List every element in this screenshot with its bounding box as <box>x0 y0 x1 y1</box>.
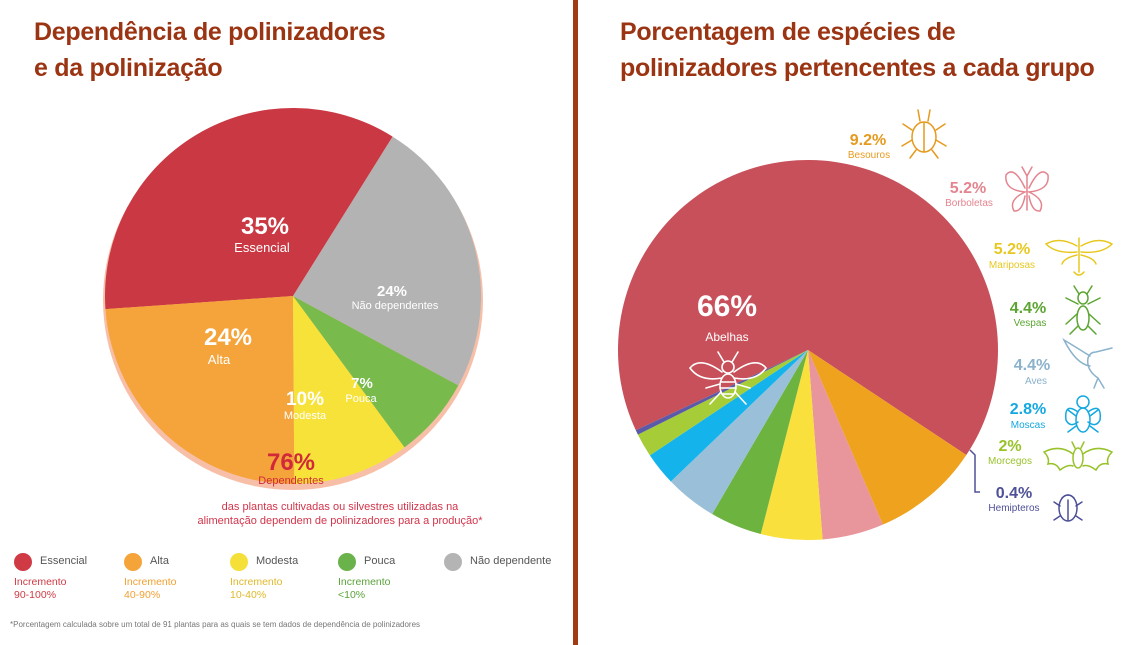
slice-label-nao-dependentes-pct: 24% <box>377 283 407 300</box>
legend-increment-title: Incremento <box>338 576 391 588</box>
legend-increment-title: Incremento <box>14 576 67 588</box>
pie-slice-aves <box>670 350 808 515</box>
right-title-line-2: polinizadores pertencentes a cada grupo <box>620 54 1095 82</box>
label-borboletas-name: Borboletas <box>945 198 993 209</box>
label-moscas-pct: 2.8% <box>1010 401 1046 418</box>
label-hemipteros-name: Hemipteros <box>988 503 1039 514</box>
outer-ring-pct: 76% <box>267 449 315 476</box>
slice-label-modesta-pct: 10% <box>286 389 324 410</box>
slice-label-pouca-pct: 7% <box>351 375 373 392</box>
panel-divider <box>573 0 578 645</box>
legend-label-pouca: Pouca <box>364 555 396 567</box>
legend-increment-range: 10-40% <box>230 589 267 601</box>
legend-increment-pouca: Incremento <10% <box>338 576 391 602</box>
pie-slice-abelhas <box>618 159 999 456</box>
left-chart-title: Dependência de polinizadores e da polini… <box>34 14 534 86</box>
label-besouros-pct: 9.2% <box>850 132 886 149</box>
right-title-line-1: Porcentagem de espécies de <box>620 18 956 46</box>
note-line-1: das plantas cultivadas ou silvestres uti… <box>221 501 459 513</box>
legend-increment-alta: Incremento 40-90% <box>124 576 177 602</box>
wasp-icon <box>1065 285 1101 335</box>
legend-label-essencial: Essencial <box>40 555 88 567</box>
legend-increment-range: 90-100% <box>14 589 57 601</box>
slice-label-alta-name: Alta <box>208 352 231 367</box>
legend-increment-range: <10% <box>338 589 366 601</box>
label-morcegos-pct: 2% <box>998 438 1021 455</box>
dependence-note: das plantas cultivadas ou silvestres uti… <box>120 500 560 528</box>
bat-icon <box>1042 441 1114 472</box>
legend-increment-modesta: Incremento 10-40% <box>230 576 283 602</box>
legend-increment-title: Incremento <box>124 576 177 588</box>
slice-label-abelhas-name: Abelhas <box>705 330 748 344</box>
slice-label-alta-pct: 24% <box>204 324 252 351</box>
legend-increment-essencial: Incremento 90-100% <box>14 576 67 602</box>
pie-slice-besouros <box>808 350 967 525</box>
legend-increment-title: Incremento <box>230 576 283 588</box>
label-aves-pct: 4.4% <box>1014 357 1050 374</box>
label-hemipteros-pct: 0.4% <box>996 485 1032 502</box>
legend-dot-nao-dependente <box>444 553 462 571</box>
slice-label-pouca-name: Pouca <box>345 393 377 405</box>
slice-label-abelhas-pct: 66% <box>697 290 757 323</box>
note-line-2: alimentação dependem de polinizadores pa… <box>197 515 483 527</box>
beetle-icon <box>901 109 947 159</box>
pie-slice-modesta <box>293 296 405 484</box>
footnote: *Porcentagem calculada sobre um total de… <box>10 620 421 629</box>
bee-icon <box>688 351 768 405</box>
label-mariposas-pct: 5.2% <box>994 241 1030 258</box>
hummingbird-icon <box>1062 338 1113 389</box>
slice-label-essencial-name: Essencial <box>234 240 290 255</box>
fly-icon <box>1065 395 1101 433</box>
butterfly-icon <box>1005 166 1049 212</box>
label-moscas-name: Moscas <box>1011 420 1045 431</box>
pie-slice-essencial <box>104 108 393 310</box>
left-title-line-2: e da polinização <box>34 54 223 82</box>
pie-slice-mariposas <box>760 350 823 540</box>
legend-dot-pouca <box>338 553 356 571</box>
label-vespas-name: Vespas <box>1014 318 1047 329</box>
legend-dot-essencial <box>14 553 32 571</box>
hemipteros-leader-line <box>969 449 980 493</box>
right-chart-title: Porcentagem de espécies de polinizadores… <box>620 14 1120 86</box>
label-borboletas-pct: 5.2% <box>950 180 986 197</box>
hemiptera-icon <box>1053 494 1083 522</box>
label-morcegos-name: Morcegos <box>988 456 1032 467</box>
legend-dot-alta <box>124 553 142 571</box>
label-vespas-pct: 4.4% <box>1010 300 1046 317</box>
legend-label-nao-dependente: Não dependente <box>470 555 552 567</box>
legend-label-alta: Alta <box>150 555 169 567</box>
legend-increment-range: 40-90% <box>124 589 161 601</box>
pie-slice-alta <box>105 296 295 484</box>
pie-slice-pouca <box>293 296 459 448</box>
legend-dot-modesta <box>230 553 248 571</box>
outer-ring-label: Dependentes <box>258 475 324 487</box>
left-title-line-1: Dependência de polinizadores <box>34 18 386 46</box>
pie-slice-morcegos <box>637 350 808 456</box>
pie-slice-vespas <box>712 350 808 535</box>
legend-label-modesta: Modesta <box>256 555 299 567</box>
moth-icon <box>1044 237 1114 276</box>
pie-slice-moscas <box>649 350 808 482</box>
label-besouros-name: Besouros <box>848 150 890 161</box>
label-mariposas-name: Mariposas <box>989 260 1035 271</box>
pie-slice-nao-dependentes <box>293 136 481 386</box>
label-aves-name: Aves <box>1025 376 1047 387</box>
slice-label-modesta-name: Modesta <box>284 410 327 422</box>
slice-label-essencial-pct: 35% <box>241 213 289 240</box>
slice-label-nao-dependentes-name: Não dependentes <box>352 300 439 312</box>
pie-slice-borboletas <box>808 350 883 540</box>
